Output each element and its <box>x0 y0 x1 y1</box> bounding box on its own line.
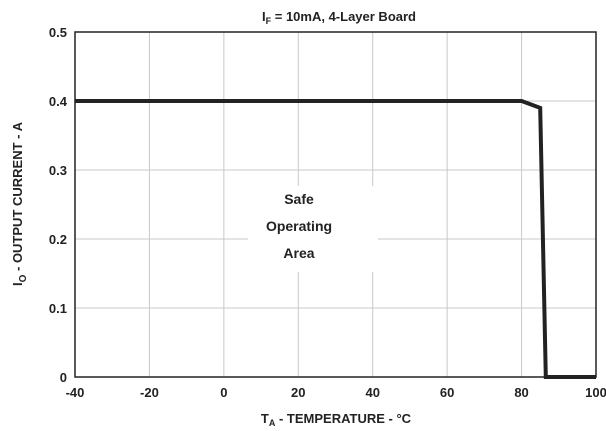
x-axis-title: TA - TEMPERATURE - °C <box>261 411 412 428</box>
plot-border <box>74 31 597 378</box>
chart-title: IF = 10mA, 4-Layer Board <box>262 9 416 26</box>
annotation-line-1: Safe <box>284 191 314 207</box>
y-axis-title: IO - OUTPUT CURRENT - A <box>10 121 29 286</box>
series-line <box>75 99 596 379</box>
annotation-line-2: Operating <box>266 218 332 234</box>
x-tick-label: 80 <box>514 385 528 400</box>
x-tick-label: 40 <box>365 385 379 400</box>
x-tick-label: 100 <box>585 385 606 400</box>
y-tick-label: 0 <box>60 370 67 385</box>
x-tick-label: 20 <box>291 385 305 400</box>
y-tick-label: 0.3 <box>49 163 67 178</box>
annotation-line-3: Area <box>283 245 314 261</box>
x-tick-label: 60 <box>440 385 454 400</box>
y-tick-label: 0.5 <box>49 25 67 40</box>
y-tick-label: 0.1 <box>49 301 67 316</box>
x-tick-label: 0 <box>220 385 227 400</box>
y-tick-label: 0.4 <box>49 94 68 109</box>
tick-labels: -40 -20 0 20 40 60 80 100 0 0.1 0.2 0.3 0.4 0.5 <box>49 25 606 400</box>
series-layer <box>75 99 596 379</box>
y-tick-label: 0.2 <box>49 232 67 247</box>
annotation-background <box>248 186 378 272</box>
x-tick-label: -40 <box>66 385 85 400</box>
x-tick-label: -20 <box>140 385 159 400</box>
